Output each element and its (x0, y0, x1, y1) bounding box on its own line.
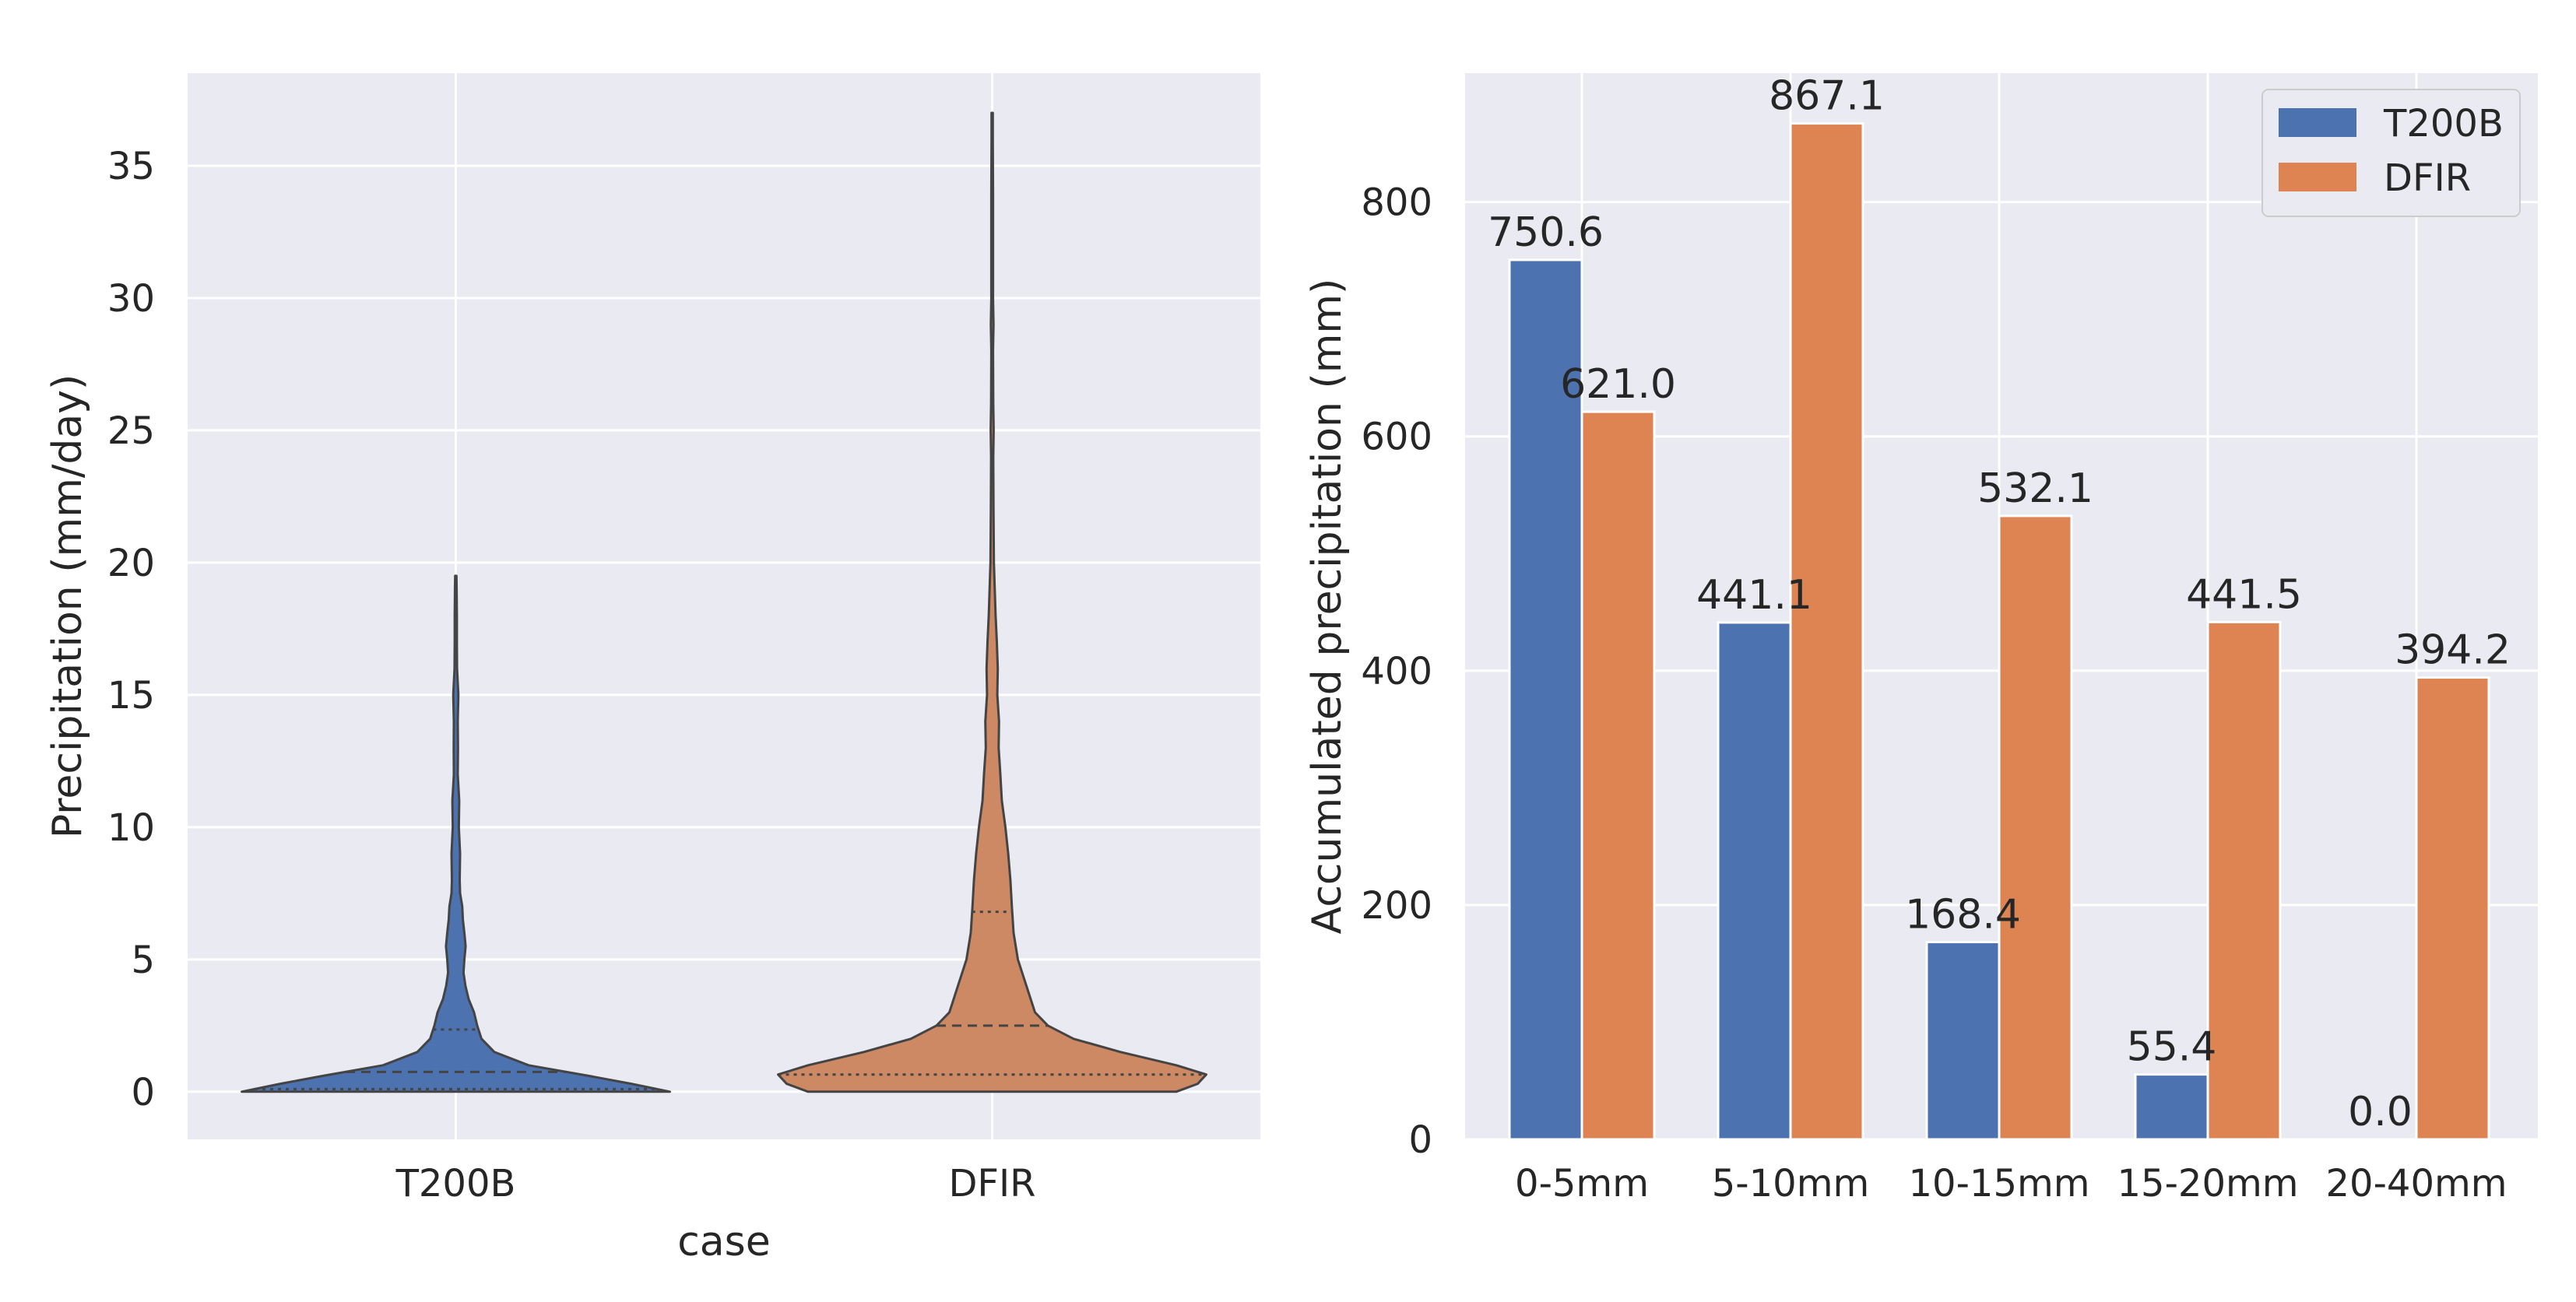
bar-y-tick-label: 800 (1361, 181, 1432, 225)
violin-y-tick-label: 20 (107, 542, 155, 585)
bar-x-tick-label: 15-20mm (2117, 1162, 2299, 1205)
violin-y-tick-label: 10 (107, 806, 155, 850)
violin-plot-panel: 0 5 10 15 20 25 30 35 T200B DFIR Precipitation (… (44, 73, 1260, 1265)
bar-x-tick-label: 10-15mm (1909, 1162, 2090, 1205)
bar-dfir-15-20mm (2206, 620, 2282, 1141)
bar-x-tick-label: 5-10mm (1712, 1162, 1869, 1205)
bar-value-label: 55.4 (2127, 1024, 2217, 1071)
violin-y-tick-label: 5 (131, 939, 155, 982)
violin-body-dfir (777, 111, 1207, 1093)
bar-t200b-10-15mm (1925, 940, 2001, 1141)
violin-body-t200b (241, 574, 671, 1093)
bar-value-label: 441.5 (2186, 571, 2302, 618)
bar-dfir-0-5mm (1580, 410, 1656, 1141)
legend-swatch-dfir (2279, 163, 2356, 191)
bar-x-tick-label: 0-5mm (1515, 1162, 1649, 1205)
bar-value-label: 750.6 (1488, 209, 1604, 256)
bar-value-label: 394.2 (2395, 627, 2511, 674)
violin-y-tick-label: 0 (131, 1071, 155, 1114)
bar-y-tick-label: 0 (1408, 1118, 1432, 1162)
bar-x-tick-label: 20-40mm (2326, 1162, 2507, 1205)
legend-label-t200b: T200B (2383, 102, 2504, 146)
bar-value-label: 168.4 (1905, 891, 2021, 938)
bar-dfir-20-40mm (2415, 676, 2490, 1141)
bar-value-label: 0.0 (2348, 1089, 2413, 1135)
bar-y-tick-label: 400 (1361, 650, 1432, 693)
bar-t200b-15-20mm (2134, 1073, 2209, 1141)
violin-x-tick-label: T200B (395, 1162, 516, 1205)
bar-t200b-0-5mm (1508, 258, 1583, 1141)
legend-swatch-t200b (2279, 108, 2356, 137)
violin-y-tick-label: 25 (107, 409, 155, 453)
bar-value-label: 621.0 (1560, 361, 1676, 408)
legend: T200B DFIR (2261, 89, 2521, 217)
bar-dfir-10-15mm (1998, 514, 2073, 1141)
violin-x-axis-label: case (677, 1219, 771, 1265)
bar-t200b-5-10mm (1717, 621, 1792, 1141)
bar-y-axis-label: Accumulated precipitation (mm) (1304, 279, 1351, 935)
bar-chart-panel: 750.6 621.0 441.1 867.1 168.4 532.1 55.4 441.5 0… (1304, 73, 2538, 1205)
violin-y-axis-label: Precipitation (mm/day) (44, 374, 91, 839)
violin-y-tick-label: 35 (107, 145, 155, 188)
bar-y-tick-label: 600 (1361, 416, 1432, 459)
bar-value-label: 532.1 (1977, 465, 2093, 512)
violin-x-tick-label: DFIR (948, 1162, 1035, 1205)
violin-plot-area (188, 73, 1260, 1139)
bar-y-tick-label: 200 (1361, 884, 1432, 928)
violin-y-tick-label: 30 (107, 277, 155, 321)
bar-value-label: 867.1 (1769, 73, 1885, 120)
bar-dfir-5-10mm (1789, 122, 1864, 1141)
legend-label-dfir: DFIR (2384, 156, 2471, 200)
bar-value-label: 441.1 (1696, 572, 1812, 619)
violin-y-tick-label: 15 (107, 674, 155, 718)
